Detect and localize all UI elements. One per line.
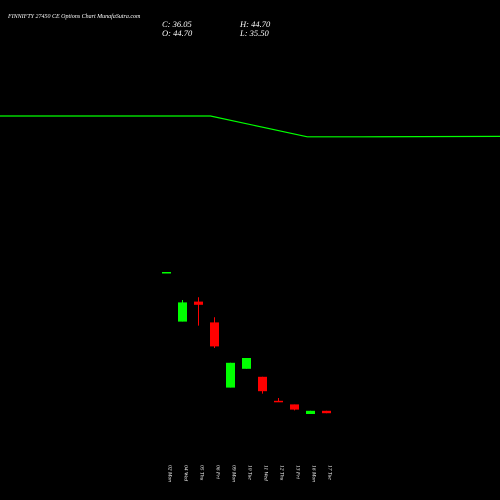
x-tick-label: 05 Thu	[199, 465, 205, 481]
candle-body	[258, 376, 267, 392]
candle-body	[162, 272, 171, 274]
close-price-label: C: 36.05	[162, 19, 192, 29]
candle-body	[306, 410, 315, 414]
candle-11-wed	[258, 376, 267, 394]
x-tick-label: 10 Tue	[247, 465, 253, 480]
candle-17-tue	[322, 410, 331, 414]
candle-body	[274, 400, 283, 403]
candle-06-fri	[210, 317, 219, 348]
x-tick-label: 16 Mon	[311, 465, 317, 482]
candle-09-mon	[226, 362, 235, 388]
candle-body	[194, 301, 203, 305]
candle-02-mon	[162, 272, 171, 274]
low-price-label: L: 35.50	[239, 28, 270, 38]
candle-16-mon	[306, 410, 315, 414]
candle-04-wed	[178, 300, 187, 322]
candle-body	[242, 358, 251, 369]
x-tick-label: 12 Thu	[279, 465, 285, 481]
overlay-line-layer	[0, 115, 500, 138]
candle-body	[322, 410, 331, 414]
x-tick-label: 13 Fri	[295, 465, 301, 479]
candle-body	[290, 404, 299, 410]
candle-13-fri	[290, 404, 299, 411]
chart-title: FINNIFTY 27450 CE Options Chart MunafaSu…	[7, 13, 141, 20]
candle-body	[226, 362, 235, 388]
x-tick-label: 11 Wed	[263, 465, 269, 481]
candle-body	[178, 302, 187, 322]
candle-10-tue	[242, 358, 251, 369]
candle-12-thu	[274, 398, 283, 403]
x-tick-label: 17 Tue	[327, 465, 333, 480]
x-axis-ticks: 02 Mon 04 Wed 05 Thu 06 Fri 09 Mon 10 Tue 11 W…	[167, 465, 333, 482]
candle-body	[210, 322, 219, 347]
x-tick-label: 04 Wed	[183, 465, 190, 481]
candle-05-thu	[194, 297, 203, 326]
x-tick-label: 06 Fri	[215, 465, 221, 479]
high-price-label: H: 44.70	[239, 19, 271, 29]
overlay-line	[0, 115, 500, 138]
candles-layer	[162, 272, 331, 414]
x-tick-label: 02 Mon	[167, 465, 173, 482]
x-tick-label: 09 Mon	[231, 465, 237, 482]
open-price-label: O: 44.70	[162, 28, 193, 38]
